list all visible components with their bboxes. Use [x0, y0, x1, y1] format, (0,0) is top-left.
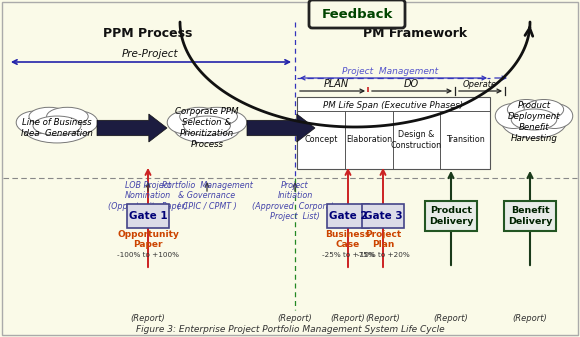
Text: Operate: Operate — [463, 80, 497, 89]
Text: Line of Business
Idea  Generation: Line of Business Idea Generation — [21, 118, 93, 138]
Text: (Report): (Report) — [331, 314, 365, 323]
Text: Benefit
Delivery: Benefit Delivery — [508, 206, 552, 226]
Text: Gate 3: Gate 3 — [364, 211, 403, 221]
Ellipse shape — [16, 111, 55, 134]
Text: Figure 3: Enterprise Project Portfolio Management System Life Cycle: Figure 3: Enterprise Project Portfolio M… — [136, 325, 444, 334]
Ellipse shape — [495, 103, 532, 128]
Ellipse shape — [167, 111, 205, 134]
Text: (Report): (Report) — [434, 314, 469, 323]
Text: (Report): (Report) — [130, 314, 165, 323]
FancyBboxPatch shape — [327, 204, 369, 228]
Ellipse shape — [508, 99, 545, 120]
Ellipse shape — [536, 103, 573, 128]
Ellipse shape — [33, 116, 81, 135]
Text: PM Framework: PM Framework — [363, 27, 467, 40]
Text: Project
Plan: Project Plan — [365, 230, 401, 249]
Text: Transition: Transition — [445, 135, 484, 145]
Text: Corporate PPM
Selection &
Prioritization
Process: Corporate PPM Selection & Prioritization… — [175, 107, 239, 149]
Text: PLAN: PLAN — [324, 79, 349, 89]
Text: (Report): (Report) — [513, 314, 548, 323]
Text: Portfolio  Management
& Governance
( CPIC / CPMT ): Portfolio Management & Governance ( CPIC… — [162, 181, 252, 211]
Text: DO: DO — [404, 79, 419, 89]
Ellipse shape — [502, 106, 566, 138]
FancyBboxPatch shape — [425, 201, 477, 231]
Text: Project
Initiation
(Approved  Corporate
Project  List): Project Initiation (Approved Corporate P… — [252, 181, 338, 221]
Text: PM Life Span (Executive Phases): PM Life Span (Executive Phases) — [324, 101, 463, 110]
Ellipse shape — [174, 113, 240, 143]
Text: -25% to +75%: -25% to +75% — [322, 252, 374, 258]
Text: Opportunity
Paper: Opportunity Paper — [117, 230, 179, 249]
Text: Gate 2: Gate 2 — [329, 211, 367, 221]
Text: Design &
Construction: Design & Construction — [391, 130, 442, 150]
Text: (Report): (Report) — [278, 314, 313, 323]
FancyBboxPatch shape — [362, 204, 404, 228]
Text: Feedback: Feedback — [321, 7, 393, 21]
Text: Product
Deployment
Benefit
Harvesting: Product Deployment Benefit Harvesting — [508, 101, 560, 143]
FancyArrow shape — [247, 114, 315, 142]
Text: Pre-Project: Pre-Project — [122, 49, 178, 59]
Text: Business
Case: Business Case — [325, 230, 371, 249]
FancyBboxPatch shape — [504, 201, 556, 231]
FancyBboxPatch shape — [297, 97, 490, 169]
Ellipse shape — [524, 99, 564, 120]
Ellipse shape — [184, 116, 230, 135]
FancyArrow shape — [97, 114, 167, 142]
Text: -10% to +20%: -10% to +20% — [357, 252, 409, 258]
Text: Gate 1: Gate 1 — [129, 211, 167, 221]
Ellipse shape — [46, 107, 88, 126]
Ellipse shape — [23, 113, 91, 143]
Text: Product
Delivery: Product Delivery — [429, 206, 473, 226]
Text: Elaboration: Elaboration — [346, 135, 392, 145]
Text: (Report): (Report) — [365, 314, 400, 323]
Text: Concept: Concept — [304, 135, 338, 145]
Text: Project  Management: Project Management — [342, 67, 438, 76]
FancyBboxPatch shape — [127, 204, 169, 228]
Ellipse shape — [511, 109, 557, 130]
Text: LOB Project
Nomination
(Opportunity Paper): LOB Project Nomination (Opportunity Pape… — [108, 181, 188, 211]
Ellipse shape — [180, 107, 219, 126]
Ellipse shape — [29, 107, 69, 126]
Ellipse shape — [209, 111, 246, 134]
Ellipse shape — [59, 111, 98, 134]
FancyBboxPatch shape — [309, 0, 405, 28]
Text: -100% to +100%: -100% to +100% — [117, 252, 179, 258]
Text: PPM Process: PPM Process — [103, 27, 193, 40]
Ellipse shape — [197, 107, 237, 126]
